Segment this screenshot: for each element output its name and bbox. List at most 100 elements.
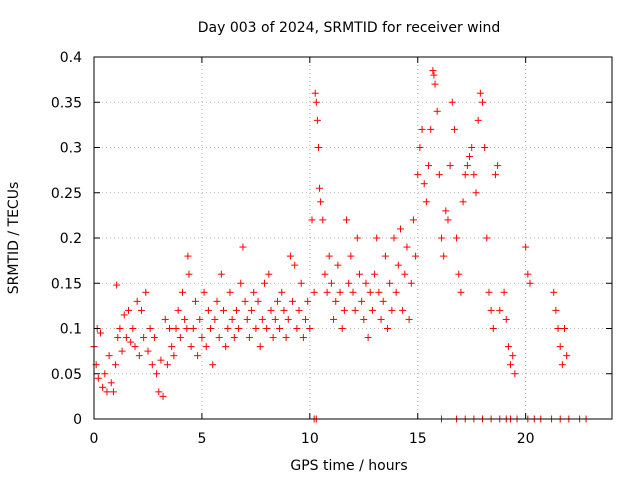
x-tick-label: 15 bbox=[409, 431, 427, 447]
data-point bbox=[166, 325, 174, 332]
data-point bbox=[94, 374, 102, 382]
data-point bbox=[355, 270, 363, 278]
y-tick-label: 0.35 bbox=[51, 95, 82, 111]
data-point bbox=[466, 153, 474, 161]
data-point bbox=[509, 352, 517, 360]
data-point bbox=[133, 297, 141, 305]
data-point bbox=[202, 343, 210, 351]
data-point bbox=[207, 325, 215, 332]
data-point bbox=[481, 144, 489, 151]
data-point bbox=[314, 144, 322, 151]
data-point bbox=[276, 325, 284, 332]
data-point bbox=[142, 288, 150, 296]
data-point bbox=[230, 334, 238, 342]
data-point bbox=[373, 234, 381, 242]
data-point bbox=[317, 198, 325, 206]
data-point bbox=[437, 234, 445, 242]
data-point bbox=[226, 288, 234, 296]
data-points bbox=[90, 67, 590, 423]
data-point bbox=[297, 279, 305, 287]
data-point bbox=[250, 288, 258, 296]
data-point bbox=[461, 171, 469, 179]
data-point bbox=[118, 347, 126, 355]
data-point bbox=[228, 315, 236, 323]
data-point bbox=[209, 361, 217, 369]
data-point bbox=[107, 379, 115, 387]
data-point bbox=[267, 306, 275, 314]
data-point bbox=[504, 343, 512, 351]
data-point bbox=[366, 288, 374, 296]
data-point bbox=[243, 315, 251, 323]
data-point bbox=[280, 306, 288, 314]
data-point bbox=[325, 252, 333, 260]
data-point bbox=[381, 252, 389, 260]
data-point bbox=[184, 252, 192, 260]
data-point bbox=[282, 334, 290, 342]
data-point bbox=[109, 388, 117, 396]
y-tick-label: 0 bbox=[73, 412, 82, 428]
data-point bbox=[494, 162, 502, 170]
data-point bbox=[330, 315, 338, 323]
grid bbox=[94, 57, 612, 419]
data-point bbox=[308, 216, 316, 224]
data-point bbox=[159, 392, 167, 400]
data-point bbox=[453, 234, 461, 242]
data-point bbox=[323, 288, 331, 296]
data-point bbox=[327, 279, 335, 287]
data-point bbox=[196, 315, 204, 323]
data-point bbox=[345, 279, 353, 287]
data-point bbox=[522, 243, 530, 251]
data-point bbox=[430, 71, 438, 79]
data-point bbox=[457, 288, 465, 296]
chart-title: Day 003 of 2024, SRMTID for receiver win… bbox=[198, 20, 501, 36]
data-point bbox=[252, 325, 260, 332]
x-tick-label: 0 bbox=[90, 431, 99, 447]
x-tick-label: 20 bbox=[517, 431, 535, 447]
y-tick-label: 0.3 bbox=[60, 141, 82, 157]
data-point bbox=[377, 315, 385, 323]
data-point bbox=[176, 334, 184, 342]
data-point bbox=[558, 361, 566, 369]
data-point bbox=[364, 334, 372, 342]
data-point bbox=[174, 306, 182, 314]
data-point bbox=[476, 89, 484, 97]
data-point bbox=[362, 279, 370, 287]
data-point bbox=[468, 144, 476, 151]
data-point bbox=[360, 315, 368, 323]
data-point bbox=[291, 261, 299, 269]
data-point bbox=[343, 216, 351, 224]
data-point bbox=[261, 279, 269, 287]
data-point bbox=[299, 334, 307, 342]
data-point bbox=[418, 125, 426, 133]
y-tick-label: 0.4 bbox=[60, 50, 82, 66]
data-point bbox=[235, 325, 243, 332]
data-point bbox=[99, 383, 107, 391]
data-point bbox=[189, 325, 197, 332]
data-point bbox=[563, 352, 571, 360]
data-point bbox=[213, 297, 221, 305]
data-point bbox=[550, 288, 558, 296]
data-point bbox=[440, 252, 448, 260]
data-point bbox=[470, 171, 478, 179]
data-point bbox=[474, 116, 482, 124]
data-point bbox=[511, 370, 519, 378]
data-point bbox=[178, 288, 186, 296]
data-point bbox=[200, 288, 208, 296]
data-point bbox=[198, 334, 206, 342]
data-point bbox=[191, 297, 199, 305]
data-point bbox=[399, 306, 407, 314]
data-point bbox=[524, 270, 532, 278]
data-point bbox=[122, 334, 130, 342]
data-point bbox=[371, 270, 379, 278]
data-point bbox=[502, 315, 510, 323]
data-point bbox=[278, 288, 286, 296]
data-point bbox=[273, 297, 281, 305]
data-point bbox=[239, 243, 247, 251]
data-point bbox=[384, 325, 392, 332]
data-point bbox=[487, 306, 495, 314]
data-point bbox=[204, 306, 212, 314]
data-point bbox=[96, 329, 104, 337]
data-point bbox=[295, 306, 303, 314]
data-point bbox=[446, 162, 454, 170]
